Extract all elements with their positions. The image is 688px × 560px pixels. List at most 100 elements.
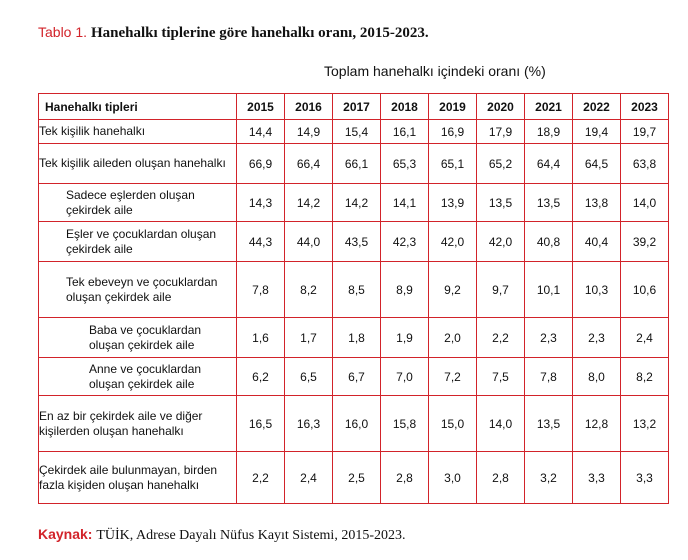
cell-value: 15,8 (380, 395, 429, 452)
cell-value: 14,2 (284, 183, 333, 222)
table-row: Tek ebeveyn ve çocuklardan oluşan çekird… (38, 261, 669, 318)
cell-value: 8,0 (572, 357, 621, 396)
cell-value: 1,6 (236, 317, 285, 358)
table-row: Anne ve çocuklardan oluşan çekirdek aile… (38, 357, 669, 396)
cell-value: 19,4 (572, 119, 621, 144)
cell-value: 15,4 (332, 119, 381, 144)
cell-value: 8,9 (380, 261, 429, 318)
cell-value: 42,0 (476, 221, 525, 262)
row-label: Sadece eşlerden oluşan çekirdek aile (38, 183, 237, 222)
cell-value: 64,4 (524, 143, 573, 184)
cell-value: 10,3 (572, 261, 621, 318)
cell-value: 2,8 (476, 451, 525, 504)
row-header: Hanehalkı tipleri (38, 93, 237, 120)
cell-value: 3,2 (524, 451, 573, 504)
cell-value: 42,3 (380, 221, 429, 262)
table-caption: Tablo 1. Hanehalkı tiplerine göre haneha… (38, 24, 429, 42)
cell-value: 66,4 (284, 143, 333, 184)
cell-value: 9,7 (476, 261, 525, 318)
cell-value: 8,2 (284, 261, 333, 318)
cell-value: 16,3 (284, 395, 333, 452)
cell-value: 1,8 (332, 317, 381, 358)
cell-value: 12,8 (572, 395, 621, 452)
cell-value: 65,1 (428, 143, 477, 184)
cell-value: 10,6 (620, 261, 669, 318)
row-label: Baba ve çocuklardan oluşan çekirdek aile (38, 317, 237, 358)
row-label: Tek ebeveyn ve çocuklardan oluşan çekird… (38, 261, 237, 318)
cell-value: 13,5 (524, 395, 573, 452)
cell-value: 3,3 (620, 451, 669, 504)
cell-value: 1,7 (284, 317, 333, 358)
cell-value: 14,3 (236, 183, 285, 222)
header-row: Hanehalkı tipleri 2015 2016 2017 2018 20… (38, 93, 669, 120)
row-label: En az bir çekirdek aile ve diğer kişiler… (38, 395, 237, 452)
cell-value: 44,0 (284, 221, 333, 262)
cell-value: 40,8 (524, 221, 573, 262)
cell-value: 14,1 (380, 183, 429, 222)
cell-value: 13,5 (524, 183, 573, 222)
table-row: Sadece eşlerden oluşan çekirdek aile 14,3… (38, 183, 669, 222)
cell-value: 7,8 (236, 261, 285, 318)
cell-value: 6,5 (284, 357, 333, 396)
cell-value: 16,9 (428, 119, 477, 144)
cell-value: 8,5 (332, 261, 381, 318)
caption-label: Tablo 1. (38, 24, 88, 40)
cell-value: 19,7 (620, 119, 669, 144)
cell-value: 2,2 (236, 451, 285, 504)
cell-value: 39,2 (620, 221, 669, 262)
table-row: Eşler ve çocuklardan oluşan çekirdek ail… (38, 221, 669, 262)
cell-value: 65,2 (476, 143, 525, 184)
table-row: En az bir çekirdek aile ve diğer kişiler… (38, 395, 669, 452)
cell-value: 63,8 (620, 143, 669, 184)
cell-value: 2,0 (428, 317, 477, 358)
cell-value: 6,2 (236, 357, 285, 396)
cell-value: 44,3 (236, 221, 285, 262)
cell-value: 7,0 (380, 357, 429, 396)
cell-value: 14,4 (236, 119, 285, 144)
year-header: 2020 (476, 93, 525, 120)
cell-value: 65,3 (380, 143, 429, 184)
year-header: 2019 (428, 93, 477, 120)
cell-value: 17,9 (476, 119, 525, 144)
cell-value: 66,9 (236, 143, 285, 184)
table-row: Baba ve çocuklardan oluşan çekirdek aile… (38, 317, 669, 358)
cell-value: 7,5 (476, 357, 525, 396)
cell-value: 16,1 (380, 119, 429, 144)
year-header: 2023 (620, 93, 669, 120)
table-subheader: Toplam hanehalkı içindeki oranı (%) (324, 63, 546, 79)
table-row: Tek kişilik hanehalkı 14,4 14,9 15,4 16,1 16,… (38, 119, 669, 144)
cell-value: 13,2 (620, 395, 669, 452)
cell-value: 9,2 (428, 261, 477, 318)
cell-value: 14,9 (284, 119, 333, 144)
row-label: Tek kişilik hanehalkı (38, 119, 237, 144)
cell-value: 16,0 (332, 395, 381, 452)
cell-value: 2,4 (620, 317, 669, 358)
caption-title: Hanehalkı tiplerine göre hanehalkı oranı… (90, 25, 429, 41)
year-header: 2017 (332, 93, 381, 120)
year-header: 2016 (284, 93, 333, 120)
cell-value: 14,2 (332, 183, 381, 222)
cell-value: 6,7 (332, 357, 381, 396)
table-row: Çekirdek aile bulunmayan, birden fazla k… (38, 451, 669, 504)
cell-value: 2,4 (284, 451, 333, 504)
cell-value: 13,8 (572, 183, 621, 222)
cell-value: 15,0 (428, 395, 477, 452)
cell-value: 2,8 (380, 451, 429, 504)
cell-value: 2,3 (572, 317, 621, 358)
cell-value: 8,2 (620, 357, 669, 396)
cell-value: 2,2 (476, 317, 525, 358)
cell-value: 42,0 (428, 221, 477, 262)
cell-value: 2,3 (524, 317, 573, 358)
cell-value: 43,5 (332, 221, 381, 262)
cell-value: 13,9 (428, 183, 477, 222)
cell-value: 64,5 (572, 143, 621, 184)
cell-value: 7,2 (428, 357, 477, 396)
cell-value: 3,3 (572, 451, 621, 504)
row-label: Eşler ve çocuklardan oluşan çekirdek ail… (38, 221, 237, 262)
row-label: Çekirdek aile bulunmayan, birden fazla k… (38, 451, 237, 504)
cell-value: 2,5 (332, 451, 381, 504)
source-label: Kaynak: (38, 526, 93, 542)
row-label: Anne ve çocuklardan oluşan çekirdek aile (38, 357, 237, 396)
cell-value: 3,0 (428, 451, 477, 504)
household-table: Hanehalkı tipleri 2015 2016 2017 2018 20… (38, 93, 669, 504)
